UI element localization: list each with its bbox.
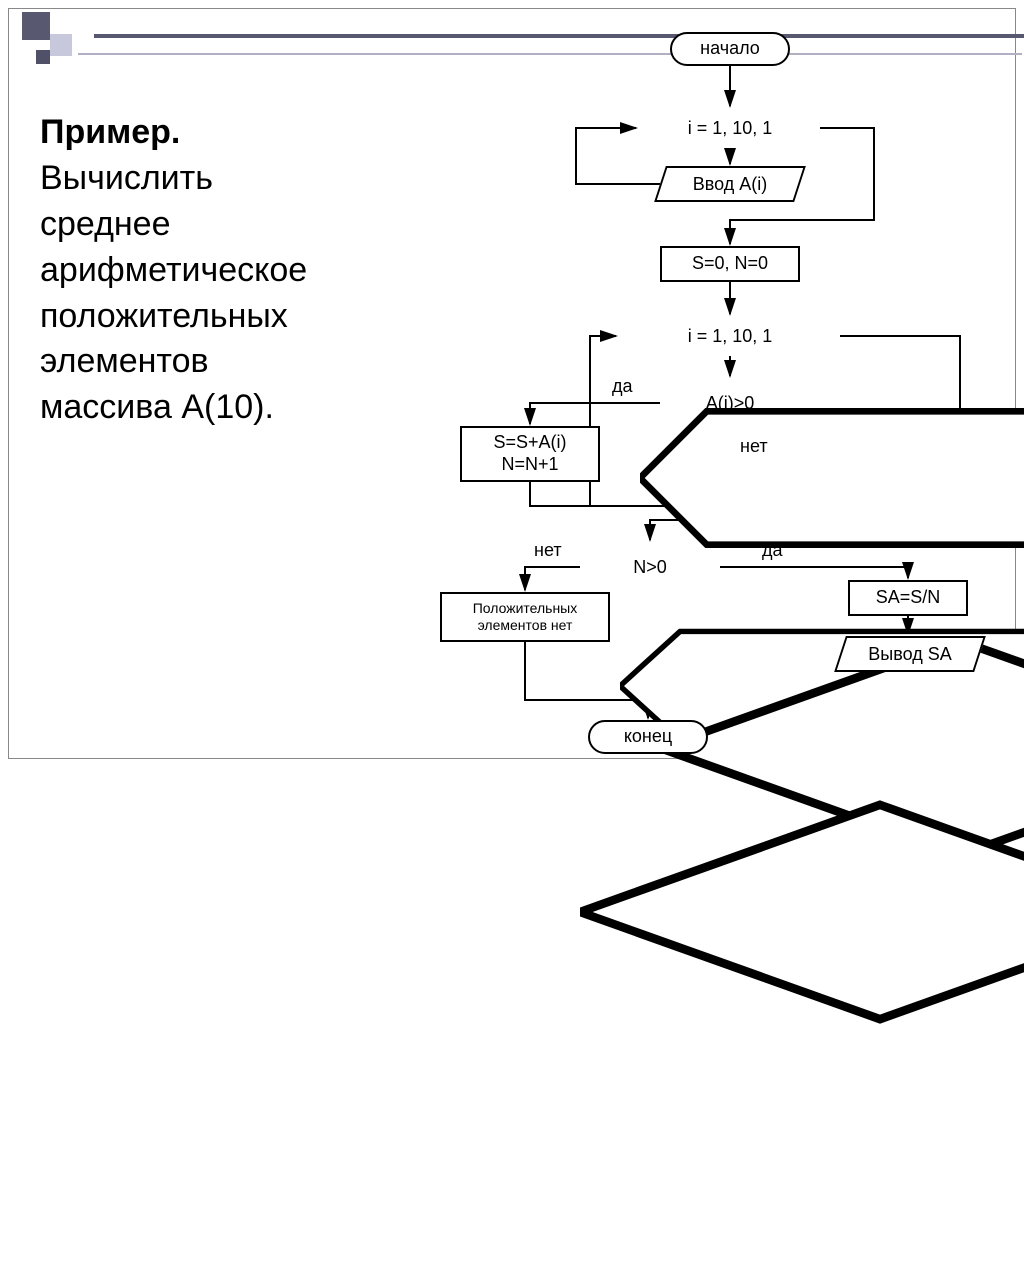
node-cond2-label: N>0 [633, 557, 667, 578]
node-cond2: N>0 [580, 542, 720, 592]
node-loop1-label: i = 1, 10, 1 [688, 118, 773, 139]
node-start-label: начало [700, 38, 760, 60]
title-line-2: среднее [40, 205, 171, 243]
title-line-5: элементов [40, 342, 209, 380]
title-line-4: положительных [40, 297, 288, 335]
title-line-3: арифметическое [40, 251, 307, 289]
node-accum: S=S+A(i) N=N+1 [460, 426, 600, 482]
node-calc: SA=S/N [848, 580, 968, 616]
node-cond1-label: A(i)>0 [706, 393, 755, 414]
node-cond1: A(i)>0 [660, 378, 800, 428]
node-end-label: конец [624, 726, 672, 748]
node-out-label: Вывод SA [868, 644, 951, 665]
title-line-6: массива А(10). [40, 388, 274, 426]
edge-label-cond1-yes: да [612, 376, 633, 397]
node-loop2: i = 1, 10, 1 [620, 316, 840, 356]
node-input: Ввод A(i) [660, 166, 800, 202]
node-init: S=0, N=0 [660, 246, 800, 282]
node-input-label: Ввод A(i) [693, 174, 767, 195]
node-msg-label: Положительных элементов нет [473, 600, 578, 634]
flowchart: начало i = 1, 10, 1 Ввод A(i) S=0, N=0 i… [420, 20, 1020, 760]
title-block: Пример. Вычислить среднее арифметическое… [40, 110, 420, 431]
node-accum-label: S=S+A(i) N=N+1 [493, 432, 566, 475]
edge-label-cond1-no: нет [740, 436, 768, 457]
node-calc-label: SA=S/N [876, 587, 941, 609]
node-end: конец [588, 720, 708, 754]
edge-label-cond2-no: нет [534, 540, 562, 561]
node-msg: Положительных элементов нет [440, 592, 610, 642]
node-init-label: S=0, N=0 [692, 253, 768, 275]
node-start: начало [670, 32, 790, 66]
node-loop2-label: i = 1, 10, 1 [688, 326, 773, 347]
title-bold: Пример. [40, 113, 180, 151]
title-line-1: Вычислить [40, 159, 213, 197]
node-out: Вывод SA [840, 636, 980, 672]
edge-label-cond2-yes: да [762, 540, 783, 561]
node-loop1: i = 1, 10, 1 [640, 108, 820, 148]
